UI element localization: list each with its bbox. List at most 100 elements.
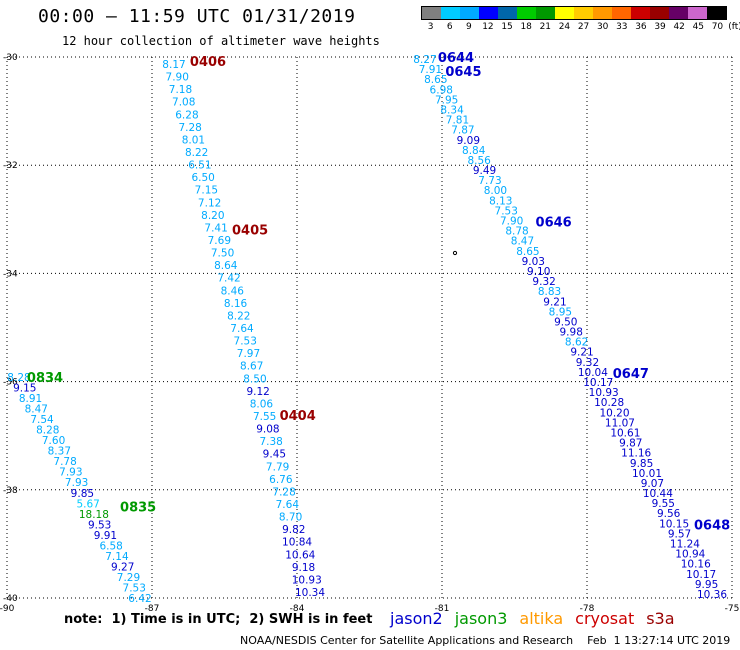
- wave-height-value: 9.85: [630, 458, 653, 470]
- wave-height-value: 8.46: [221, 285, 245, 297]
- wave-height-value: 7.90: [166, 72, 189, 84]
- satellite-s3a: s3a: [646, 609, 675, 628]
- pass-time-label: 0647: [613, 367, 649, 382]
- wave-height-value: 9.03: [522, 256, 545, 268]
- pass-time-label: 0645: [445, 65, 481, 80]
- legend-label: 21: [539, 22, 552, 32]
- wave-height-value: 7.64: [276, 499, 300, 511]
- legend-label: 6: [446, 22, 453, 32]
- wave-height-value: 8.50: [243, 373, 266, 385]
- wave-height-value: 11.24: [670, 539, 700, 551]
- wave-height-value: 8.65: [424, 74, 447, 86]
- lat-tick-label: -34: [3, 269, 18, 279]
- wave-height-value: 7.78: [53, 456, 76, 468]
- wave-height-value: 8.67: [240, 361, 263, 373]
- legend-swatch: [555, 7, 574, 19]
- wave-height-value: 7.87: [451, 125, 474, 137]
- wave-height-value: 9.18: [292, 562, 315, 574]
- lat-tick-label: -36: [3, 378, 18, 388]
- wave-height-value: 10.04: [578, 367, 608, 379]
- wave-height-value: 9.32: [576, 357, 599, 369]
- lat-tick-label: -32: [3, 161, 18, 171]
- wave-height-value: 10.93: [292, 574, 322, 586]
- lon-tick-label: -84: [290, 604, 305, 614]
- lon-tick-label: -90: [0, 604, 15, 614]
- wave-height-value: 9.87: [619, 438, 642, 450]
- wave-height-value: 10.36: [697, 589, 727, 601]
- legend-label: 45: [692, 22, 705, 32]
- wave-height-value: 8.27: [413, 54, 436, 66]
- wave-height-value: 8.00: [484, 185, 507, 197]
- legend-label: 42: [673, 22, 685, 32]
- pass-time-label: 0405: [232, 223, 268, 238]
- legend-label: 15: [501, 22, 513, 32]
- wave-height-value: 8.37: [48, 446, 71, 458]
- wave-height-value: 10.64: [285, 549, 315, 561]
- wave-height-value: 9.27: [111, 561, 134, 573]
- legend-label: 18: [520, 22, 532, 32]
- wave-height-value: 7.28: [178, 122, 201, 134]
- wave-height-value: 10.01: [632, 468, 662, 480]
- wave-height-value: 7.53: [495, 205, 518, 217]
- wave-height-value: 8.78: [505, 226, 528, 238]
- wave-height-value: 6.51: [188, 160, 211, 172]
- pass-time-label: 0835: [120, 500, 156, 515]
- wave-height-value: 8.64: [214, 260, 238, 272]
- wave-height-value: 9.56: [657, 508, 681, 520]
- pass-time-label: 0648: [694, 518, 730, 533]
- wave-height-value: 8.91: [19, 393, 42, 405]
- wave-height-value: 10.17: [686, 569, 716, 581]
- page-title: 00:00 – 11:59 UTC 01/31/2019: [38, 6, 356, 27]
- wave-height-value: 8.22: [227, 310, 250, 322]
- satellite-jason3: jason3: [454, 609, 508, 628]
- satellite-legend: jason2 jason3 altika cryosat s3a: [390, 609, 687, 628]
- wave-height-value: 7.18: [169, 84, 192, 96]
- wave-height-value: 9.95: [695, 579, 718, 591]
- wave-height-value: 8.34: [440, 104, 464, 116]
- wave-height-value: 18.18: [79, 509, 109, 521]
- wave-height-value: 7.95: [435, 94, 458, 106]
- wave-height-value: 11.16: [621, 448, 651, 460]
- legend-swatch: [498, 7, 517, 19]
- wave-height-value: 6.42: [128, 593, 151, 605]
- legend-swatch: [517, 7, 536, 19]
- lon-tick-label: -75: [725, 604, 740, 614]
- wave-height-value: 7.55: [253, 411, 276, 423]
- lat-tick-label: -30: [3, 53, 18, 63]
- wave-height-value: 9.21: [570, 347, 593, 359]
- legend-swatch: [479, 7, 498, 19]
- wave-height-value: 7.73: [478, 175, 501, 187]
- wave-height-value: 10.34: [295, 587, 325, 599]
- lat-tick-label: -38: [3, 486, 18, 496]
- wave-height-value: 8.28: [36, 425, 59, 437]
- wave-height-value: 8.95: [549, 306, 572, 318]
- wave-height-value: 7.29: [117, 572, 140, 584]
- wave-height-value: 8.84: [462, 145, 486, 157]
- wave-height-value: 10.94: [675, 549, 705, 561]
- lon-tick-label: -87: [145, 604, 160, 614]
- wave-height-value: 7.93: [59, 467, 82, 479]
- pass-time-label: 0834: [27, 371, 63, 386]
- legend-swatch: [631, 7, 650, 19]
- wave-height-value: 7.60: [42, 435, 65, 447]
- wave-height-value: 9.09: [457, 135, 480, 147]
- wave-height-value: 7.97: [237, 348, 260, 360]
- wave-height-value: 7.14: [105, 551, 129, 563]
- wave-height-value: 8.28: [7, 372, 30, 384]
- legend-swatch: [688, 7, 707, 19]
- wave-height-value: 9.45: [263, 449, 286, 461]
- wave-height-value: 10.17: [583, 377, 613, 389]
- wave-height-value: 7.53: [234, 336, 257, 348]
- wave-height-value: 8.47: [511, 236, 534, 248]
- wave-height-value: 9.50: [554, 316, 577, 328]
- wave-height-value: 9.91: [94, 530, 117, 542]
- wave-height-value: 9.98: [560, 327, 583, 339]
- legend-label: 39: [654, 22, 666, 32]
- wave-height-value: 8.17: [162, 59, 185, 71]
- wave-height-value: 8.01: [182, 134, 205, 146]
- legend-swatch: [707, 7, 726, 19]
- wave-height-value: 11.07: [605, 417, 635, 429]
- wave-height-value: 7.08: [172, 97, 195, 109]
- wave-height-value: 7.50: [211, 248, 234, 260]
